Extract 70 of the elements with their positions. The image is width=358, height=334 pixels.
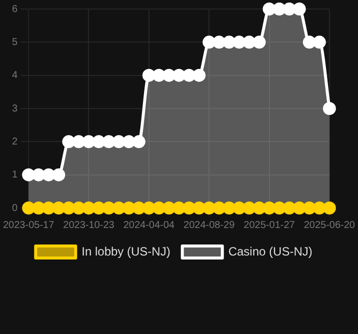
- point: [72, 135, 86, 148]
- point: [52, 168, 66, 182]
- point: [322, 102, 336, 115]
- point: [252, 202, 266, 214]
- point: [232, 36, 246, 49]
- x-tick-label: 2025-01-27: [244, 220, 296, 231]
- y-tick-label: 6: [12, 4, 18, 15]
- point: [282, 202, 296, 214]
- point: [282, 2, 296, 16]
- y-tick-label: 2: [12, 136, 18, 148]
- point: [212, 202, 226, 214]
- point: [32, 168, 46, 182]
- point: [112, 135, 126, 148]
- point: [222, 36, 236, 49]
- point: [182, 202, 196, 214]
- point: [152, 68, 166, 82]
- point: [132, 135, 146, 148]
- point: [162, 202, 176, 214]
- point: [92, 202, 106, 214]
- y-tick-label: 5: [12, 36, 18, 48]
- x-tick-label: 2025-06-20: [304, 220, 356, 231]
- point: [252, 36, 266, 49]
- point: [312, 202, 326, 214]
- point: [142, 68, 156, 82]
- point: [292, 2, 306, 16]
- y-tick-label: 3: [12, 103, 18, 114]
- point: [32, 202, 46, 214]
- point: [102, 202, 116, 214]
- x-tick-label: 2023-10-23: [63, 220, 115, 231]
- point: [172, 202, 186, 214]
- point: [212, 36, 226, 49]
- point: [182, 68, 196, 82]
- point: [172, 68, 186, 82]
- point: [192, 68, 206, 82]
- point: [202, 36, 216, 49]
- y-tick-label: 0: [12, 202, 18, 214]
- point: [242, 36, 256, 49]
- x-tick-label: 2024-08-29: [184, 220, 236, 231]
- point: [42, 202, 56, 214]
- point: [162, 68, 176, 82]
- y-tick-label: 4: [12, 70, 18, 82]
- point: [42, 168, 56, 182]
- point: [122, 202, 136, 214]
- point: [262, 2, 276, 16]
- point: [92, 135, 106, 148]
- point: [242, 202, 256, 214]
- point: [272, 2, 286, 16]
- y-tick-label: 1: [12, 170, 18, 181]
- legend-label: In lobby (US-NJ): [82, 244, 170, 258]
- point: [82, 135, 96, 148]
- point: [112, 202, 126, 214]
- point: [152, 202, 166, 214]
- point: [302, 36, 316, 49]
- point: [232, 202, 246, 214]
- legend-label: Casino (US-NJ): [228, 244, 312, 258]
- point: [122, 135, 136, 148]
- point: [292, 202, 306, 214]
- x-tick-label: 2024-04-04: [123, 220, 175, 231]
- point: [102, 135, 116, 148]
- point: [192, 202, 206, 214]
- point: [272, 202, 286, 214]
- point: [72, 202, 86, 214]
- x-tick-label: 2023-05-17: [3, 220, 55, 231]
- point: [222, 202, 236, 214]
- point: [62, 202, 76, 214]
- point: [52, 202, 66, 214]
- point: [62, 135, 76, 148]
- point: [302, 202, 316, 214]
- point: [132, 202, 146, 214]
- point: [312, 36, 326, 49]
